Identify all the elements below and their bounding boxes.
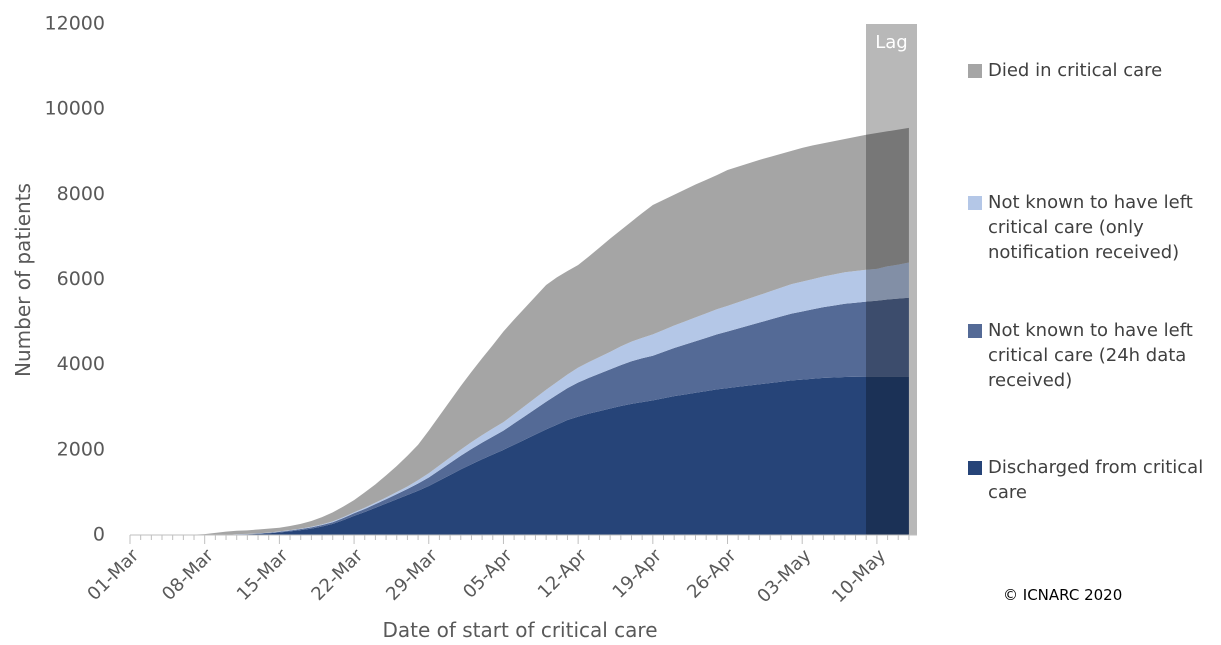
x-tick-label: 01-Mar <box>83 545 143 605</box>
legend-item: Discharged from critical care <box>968 455 1221 505</box>
copyright: © ICNARC 2020 <box>1003 586 1123 604</box>
lag-region <box>866 24 917 535</box>
legend-swatch <box>968 196 982 210</box>
y-axis-title: Number of patients <box>11 183 35 377</box>
x-tick-label: 05-Apr <box>459 545 517 603</box>
x-tick-label: 22-Mar <box>307 545 367 605</box>
x-tick-label: 19-Apr <box>609 545 667 603</box>
y-tick-label: 4000 <box>57 353 105 375</box>
lag-label: Lag <box>875 32 907 53</box>
legend-item: Died in critical care <box>968 58 1221 83</box>
x-tick-label: 08-Mar <box>158 545 218 605</box>
legend-label: Not known to have left critical care (on… <box>988 192 1193 263</box>
legend-item: Not known to have left critical care (24… <box>968 318 1221 393</box>
x-tick-label: 10-May <box>828 545 890 607</box>
x-tick-label: 15-Mar <box>233 545 293 605</box>
legend-label: Discharged from critical care <box>988 457 1204 503</box>
legend-swatch <box>968 324 982 338</box>
x-axis-title: Date of start of critical care <box>382 618 657 642</box>
area <box>130 127 909 536</box>
area <box>130 376 909 535</box>
legend-label: Not known to have left critical care (24… <box>988 320 1193 391</box>
y-tick-label: 0 <box>93 524 105 546</box>
legend-label: Died in critical care <box>988 60 1163 81</box>
x-tick-label: 26-Apr <box>683 545 741 603</box>
y-tick-label: 10000 <box>45 98 105 120</box>
y-tick-label: 12000 <box>45 13 105 35</box>
legend-swatch <box>968 64 982 78</box>
legend-swatch <box>968 461 982 475</box>
area <box>130 262 909 535</box>
y-tick-label: 6000 <box>57 268 105 290</box>
x-tick-label: 03-May <box>753 545 815 607</box>
legend-item: Not known to have left critical care (on… <box>968 190 1221 265</box>
y-tick-label: 8000 <box>57 183 105 205</box>
x-tick-label: 29-Mar <box>382 545 442 605</box>
y-tick-label: 2000 <box>57 438 105 460</box>
x-tick-label: 12-Apr <box>534 545 592 603</box>
area <box>130 297 909 535</box>
